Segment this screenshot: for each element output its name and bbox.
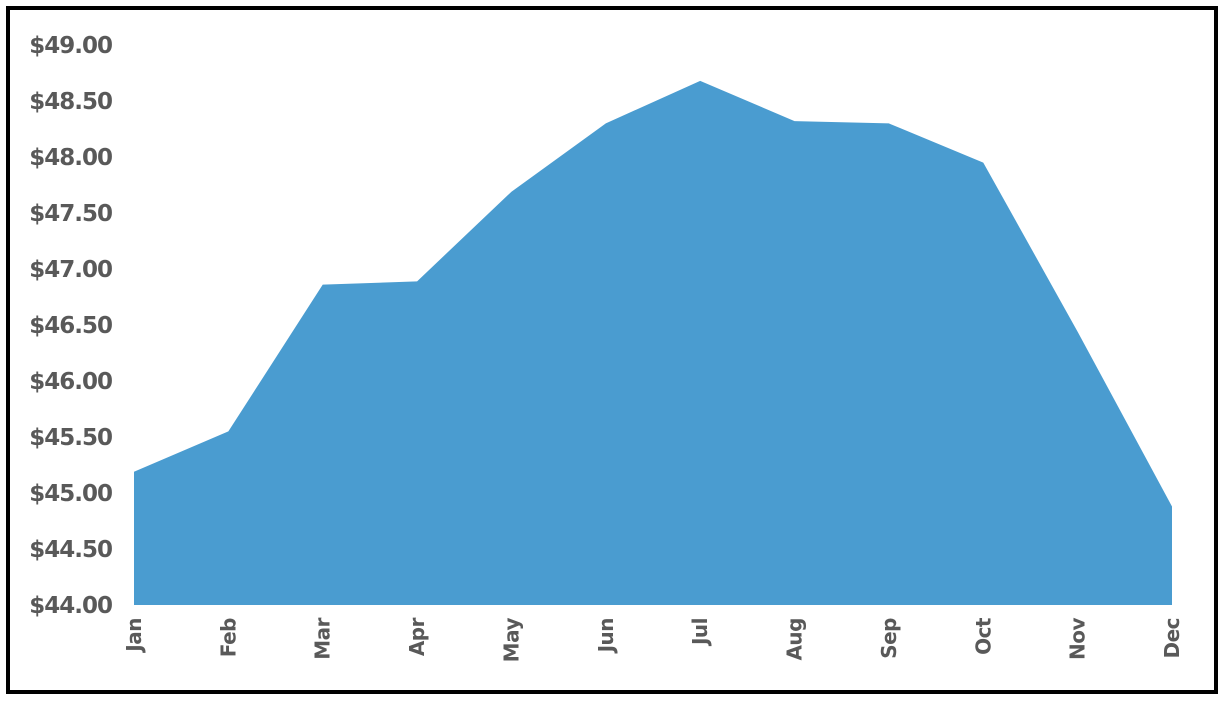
x-axis-ticks: Jan Feb Mar Apr May Jun Jul Aug Sep Oct Nov Dec: [122, 617, 1184, 662]
x-tick-label-mar: Mar: [311, 617, 335, 659]
x-tick-label-jun: Jun: [594, 618, 618, 654]
x-tick-label-may: May: [499, 618, 523, 663]
y-tick-label: $45.00: [29, 481, 112, 507]
area-layer: [134, 80, 1172, 606]
x-tick-label-nov: Nov: [1066, 618, 1090, 660]
x-tick-label-sep: Sep: [877, 618, 901, 659]
y-tick-label: $44.00: [29, 593, 112, 619]
y-axis-ticks: $44.00 $44.50 $45.00 $45.50 $46.00 $46.50 $47.…: [29, 33, 113, 619]
x-tick-label-dec: Dec: [1160, 618, 1184, 659]
y-tick-label: $45.50: [29, 425, 112, 451]
x-tick-label-apr: Apr: [405, 617, 429, 656]
y-tick-label: $47.50: [29, 201, 112, 227]
area-series-0: [134, 80, 1172, 606]
x-tick-label-aug: Aug: [783, 618, 807, 661]
y-tick-label: $44.50: [29, 537, 112, 563]
y-tick-label: $46.50: [29, 313, 112, 339]
y-tick-label: $49.00: [29, 33, 112, 59]
x-tick-label-feb: Feb: [216, 618, 240, 657]
x-tick-label-oct: Oct: [971, 617, 995, 655]
y-tick-label: $48.00: [29, 145, 112, 171]
y-tick-label: $47.00: [29, 257, 112, 283]
x-tick-label-jul: Jul: [688, 618, 712, 647]
y-tick-label: $48.50: [29, 89, 112, 115]
y-tick-label: $46.00: [29, 369, 112, 395]
x-tick-label-jan: Jan: [122, 618, 146, 654]
